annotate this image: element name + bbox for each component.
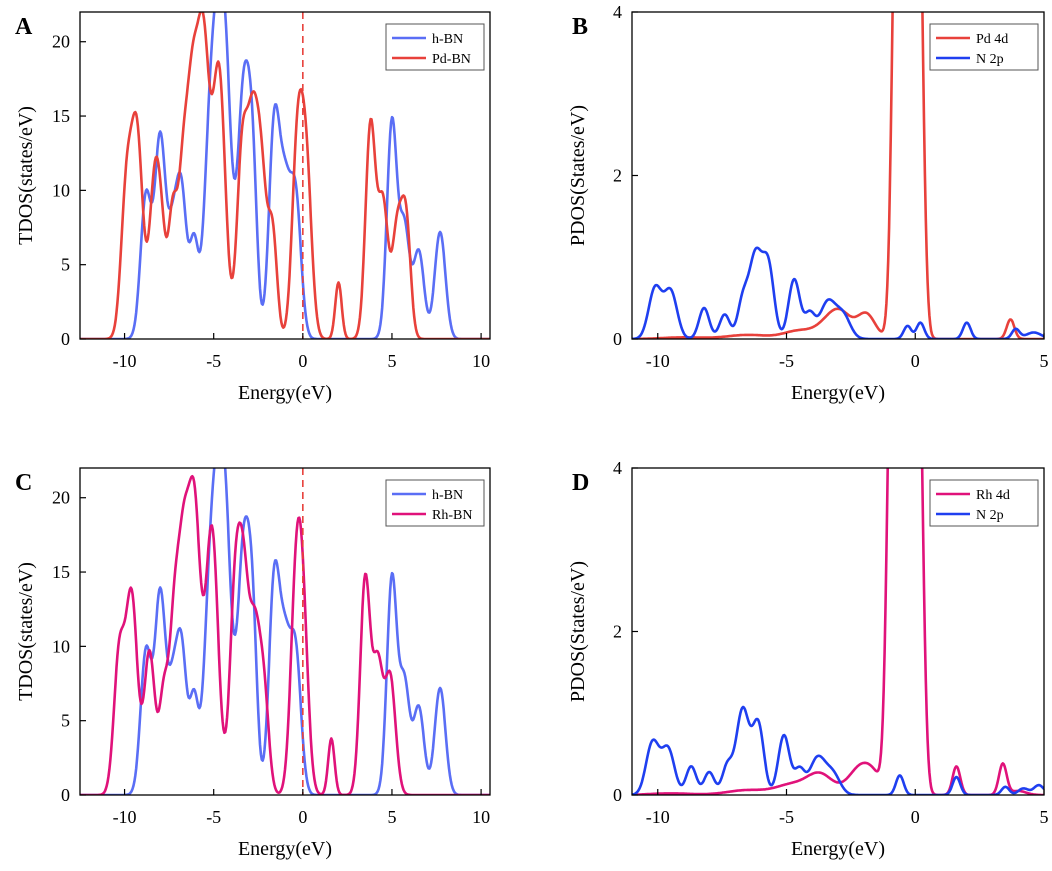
y-tick-label: 0 (61, 329, 70, 349)
y-tick-label: 20 (52, 32, 70, 52)
y-tick-label: 2 (613, 622, 622, 642)
series-line-h-bn (80, 12, 490, 339)
x-tick-label: -10 (646, 351, 670, 371)
panel-b: -10 -5 0 5 0 2 4 Energy(eV) PDOS(States/eV) B Pd 4… (567, 2, 1049, 404)
y-tick-label: 4 (613, 458, 622, 478)
y-tick-label: 10 (52, 636, 70, 656)
y-tick-label: 5 (61, 255, 70, 275)
panel-label: A (15, 14, 33, 40)
legend-label: Pd-BN (432, 52, 471, 67)
legend: h-BN Rh-BN (385, 479, 485, 527)
y-tick-label: 0 (613, 785, 622, 805)
legend-label: N 2p (976, 508, 1004, 523)
series-line-h-bn (80, 468, 490, 795)
x-axis-label: Energy(eV) (238, 838, 332, 860)
legend-label: Rh-BN (432, 508, 472, 523)
y-axis-label: PDOS(States/eV) (567, 105, 589, 246)
y-tick-label: 5 (61, 711, 70, 731)
series-line-rh-bn (80, 474, 490, 795)
x-tick-label: -5 (779, 807, 794, 827)
series-line-rh-4d (632, 468, 1044, 795)
x-tick-label: 0 (298, 807, 307, 827)
x-tick-label: 5 (1040, 351, 1049, 371)
legend-box (385, 479, 485, 527)
x-tick-label: -5 (206, 807, 221, 827)
x-tick-label: 10 (472, 807, 490, 827)
y-axis-label: TDOS(states/eV) (15, 562, 37, 701)
panel-c: -10 -5 0 5 10 0 5 10 15 20 Energy(eV) TDOS(states/e… (15, 467, 491, 860)
panel-a: -10 -5 0 5 10 0 5 10 15 20 Energy(eV) TDOS(states/e… (15, 11, 491, 404)
y-tick-label: 10 (52, 180, 70, 200)
legend-box (385, 23, 485, 71)
legend: Pd 4d N 2p (929, 23, 1039, 71)
x-axis-label: Energy(eV) (791, 382, 885, 404)
x-tick-label: 5 (387, 807, 396, 827)
series-line-pd-4d (632, 12, 1044, 339)
legend-label: N 2p (976, 52, 1004, 67)
y-tick-label: 0 (613, 329, 622, 349)
x-axis-label: Energy(eV) (238, 382, 332, 404)
y-tick-label: 20 (52, 488, 70, 508)
y-axis-label: PDOS(States/eV) (567, 561, 589, 702)
x-tick-label: 0 (911, 351, 920, 371)
legend-box (929, 479, 1039, 527)
legend-label: Rh 4d (976, 488, 1010, 503)
y-tick-label: 2 (613, 166, 622, 186)
x-tick-label: -5 (779, 351, 794, 371)
y-tick-label: 15 (52, 562, 70, 582)
y-tick-label: 15 (52, 106, 70, 126)
legend-label: Pd 4d (976, 32, 1008, 47)
x-tick-label: 10 (472, 351, 490, 371)
axes-frame (79, 467, 491, 796)
legend-box (929, 23, 1039, 71)
x-tick-label: -10 (113, 807, 137, 827)
panel-label: D (572, 470, 589, 496)
legend-label: h-BN (432, 488, 463, 503)
x-tick-label: 0 (911, 807, 920, 827)
y-tick-label: 0 (61, 785, 70, 805)
panel-d: -10 -5 0 5 0 2 4 Energy(eV) PDOS(States/eV) D Rh 4… (567, 458, 1049, 860)
series-line-n-2p (632, 246, 1044, 339)
axes-frame (79, 11, 491, 340)
legend-label: h-BN (432, 32, 463, 47)
x-tick-label: -5 (206, 351, 221, 371)
x-tick-label: 5 (387, 351, 396, 371)
legend: Rh 4d N 2p (929, 479, 1039, 527)
legend: h-BN Pd-BN (385, 23, 485, 71)
y-axis-label: TDOS(states/eV) (15, 106, 37, 245)
y-tick-label: 4 (613, 2, 622, 22)
x-tick-label: -10 (646, 807, 670, 827)
x-tick-label: 0 (298, 351, 307, 371)
x-tick-label: -10 (113, 351, 137, 371)
panel-label: B (572, 14, 588, 40)
series-line-n-2p (632, 705, 1044, 795)
panel-label: C (15, 470, 32, 496)
x-axis-label: Energy(eV) (791, 838, 885, 860)
x-tick-label: 5 (1040, 807, 1049, 827)
